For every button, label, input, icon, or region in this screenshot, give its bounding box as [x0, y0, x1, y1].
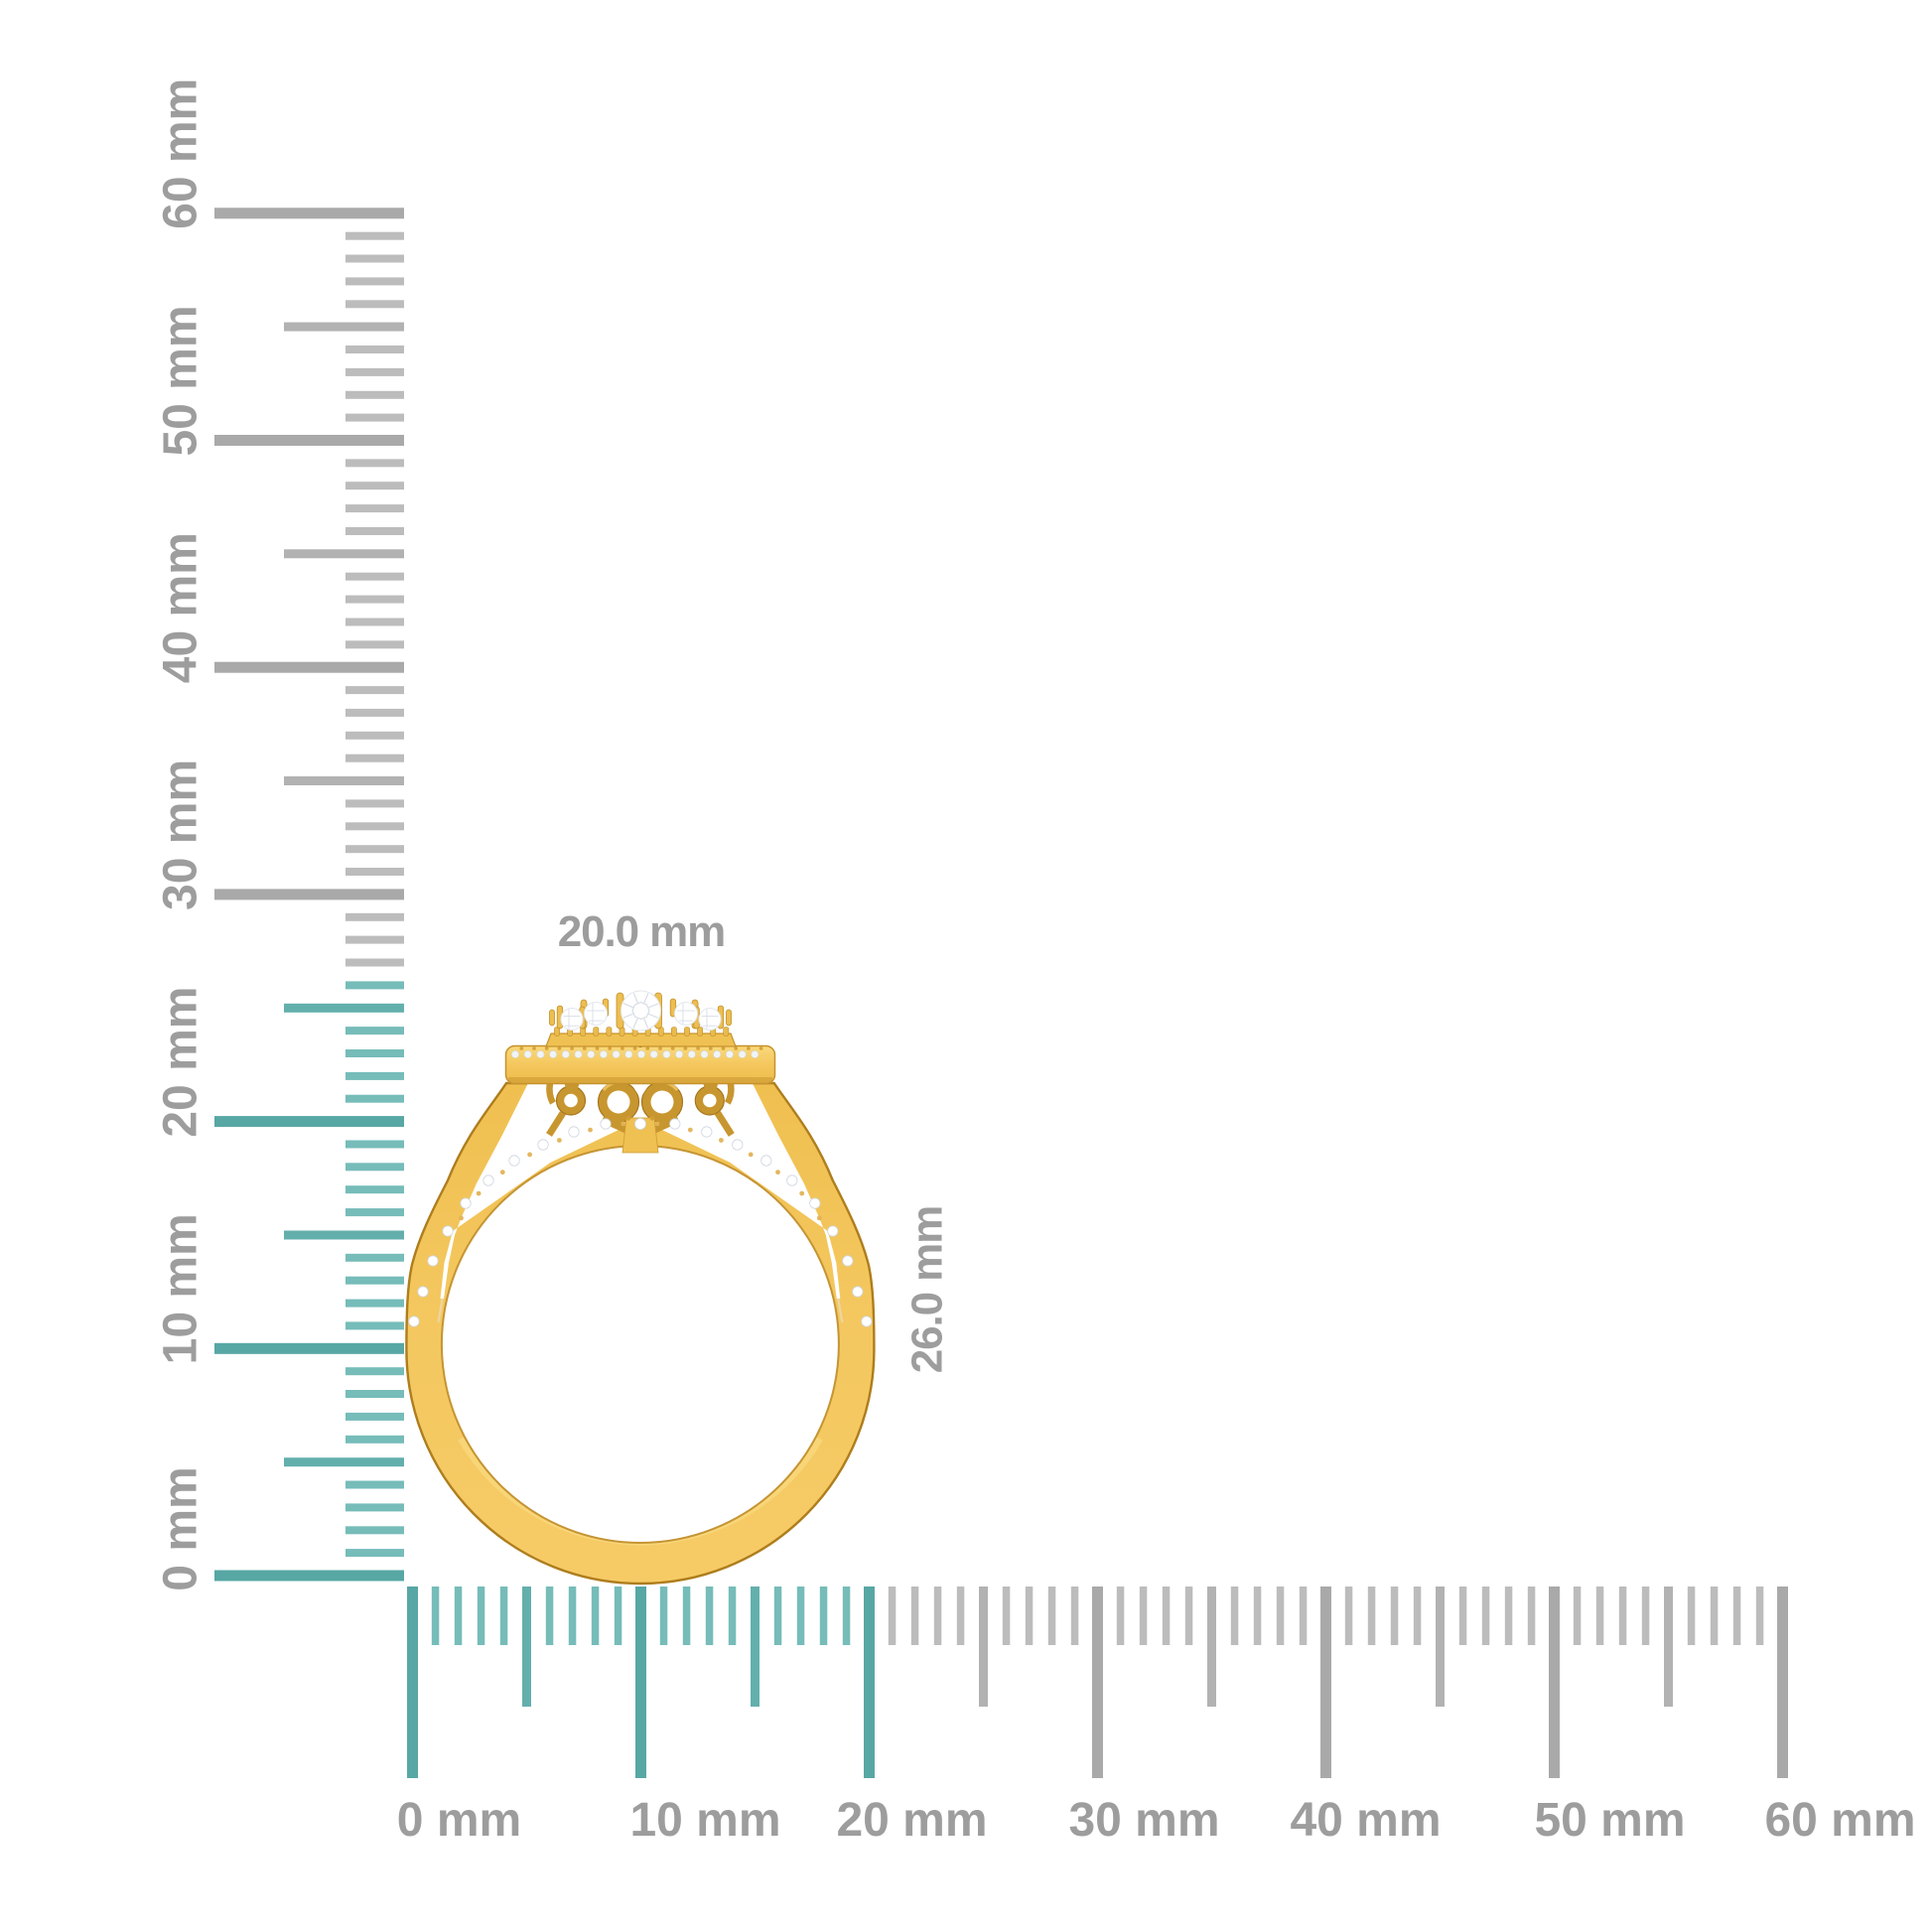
svg-text:26.0 mm: 26.0 mm: [903, 1206, 952, 1373]
svg-text:50 mm: 50 mm: [155, 305, 207, 456]
svg-text:10 mm: 10 mm: [629, 1794, 780, 1847]
svg-text:10 mm: 10 mm: [155, 1213, 207, 1364]
svg-text:20 mm: 20 mm: [836, 1794, 987, 1847]
svg-text:30 mm: 30 mm: [155, 759, 207, 910]
svg-text:30 mm: 30 mm: [1068, 1794, 1219, 1847]
svg-text:60 mm: 60 mm: [155, 78, 207, 229]
svg-text:20.0 mm: 20.0 mm: [558, 907, 725, 956]
svg-text:40 mm: 40 mm: [1290, 1794, 1441, 1847]
svg-text:40 mm: 40 mm: [155, 532, 207, 683]
svg-text:0 mm: 0 mm: [155, 1466, 207, 1590]
svg-text:0 mm: 0 mm: [397, 1794, 521, 1847]
svg-text:50 mm: 50 mm: [1534, 1794, 1685, 1847]
svg-text:20 mm: 20 mm: [155, 987, 207, 1138]
svg-text:60 mm: 60 mm: [1764, 1794, 1915, 1847]
